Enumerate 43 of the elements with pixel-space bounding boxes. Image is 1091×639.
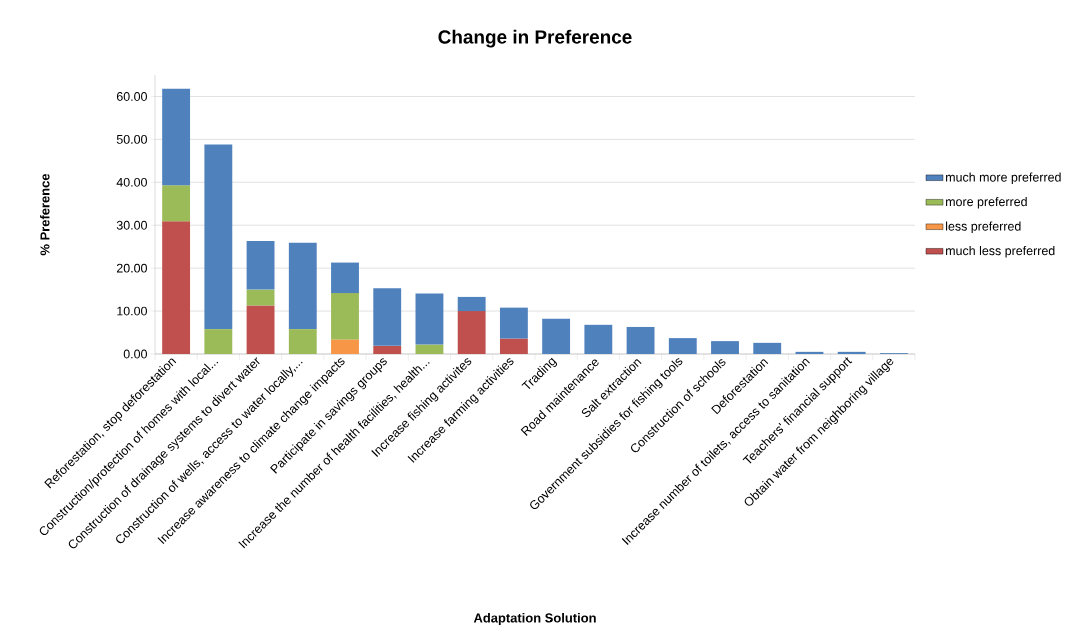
- bar: [246, 241, 275, 290]
- bar: [837, 351, 866, 354]
- bar: [162, 88, 191, 186]
- bar: [542, 318, 571, 354]
- bar: [457, 296, 486, 312]
- chart-title: Change in Preference: [438, 29, 632, 48]
- x-axis-title: Adaptation Solution: [473, 613, 596, 626]
- legend-label: more preferred: [946, 196, 1027, 209]
- bar: [626, 326, 655, 354]
- legend-label: less preferred: [946, 221, 1021, 234]
- bar: [584, 324, 613, 354]
- bar: [162, 221, 191, 354]
- bar: [711, 341, 739, 354]
- bar: [753, 342, 782, 354]
- bar: [457, 311, 486, 354]
- y-tick-label: 10.00: [117, 306, 147, 316]
- y-tick-label: 60.00: [116, 92, 147, 101]
- bar: [373, 288, 402, 346]
- y-tick-label: 20.00: [116, 263, 147, 273]
- bar: [795, 351, 824, 354]
- bar: [246, 289, 275, 306]
- y-tick-label: 40.00: [116, 177, 147, 187]
- bar: [499, 338, 528, 354]
- bar: [668, 338, 697, 354]
- bar: [331, 293, 359, 340]
- y-tick-label: 30.00: [116, 220, 147, 230]
- bar: [162, 185, 191, 222]
- bar: [288, 242, 317, 330]
- bar: [288, 329, 317, 354]
- bar: [246, 305, 275, 354]
- legend-label: much more preferred: [946, 172, 1061, 185]
- legend-label: much less preferred: [946, 245, 1055, 258]
- bar: [331, 339, 359, 354]
- bar: [204, 329, 233, 354]
- y-axis-title: % Preference: [40, 173, 50, 256]
- bar: [331, 262, 359, 294]
- y-tick-label: 50.00: [116, 134, 147, 144]
- bar: [373, 345, 402, 354]
- bar: [415, 344, 444, 354]
- bar: [204, 144, 233, 330]
- bar: [499, 307, 528, 339]
- bar: [415, 293, 444, 345]
- y-tick-label: 0.00: [123, 349, 147, 359]
